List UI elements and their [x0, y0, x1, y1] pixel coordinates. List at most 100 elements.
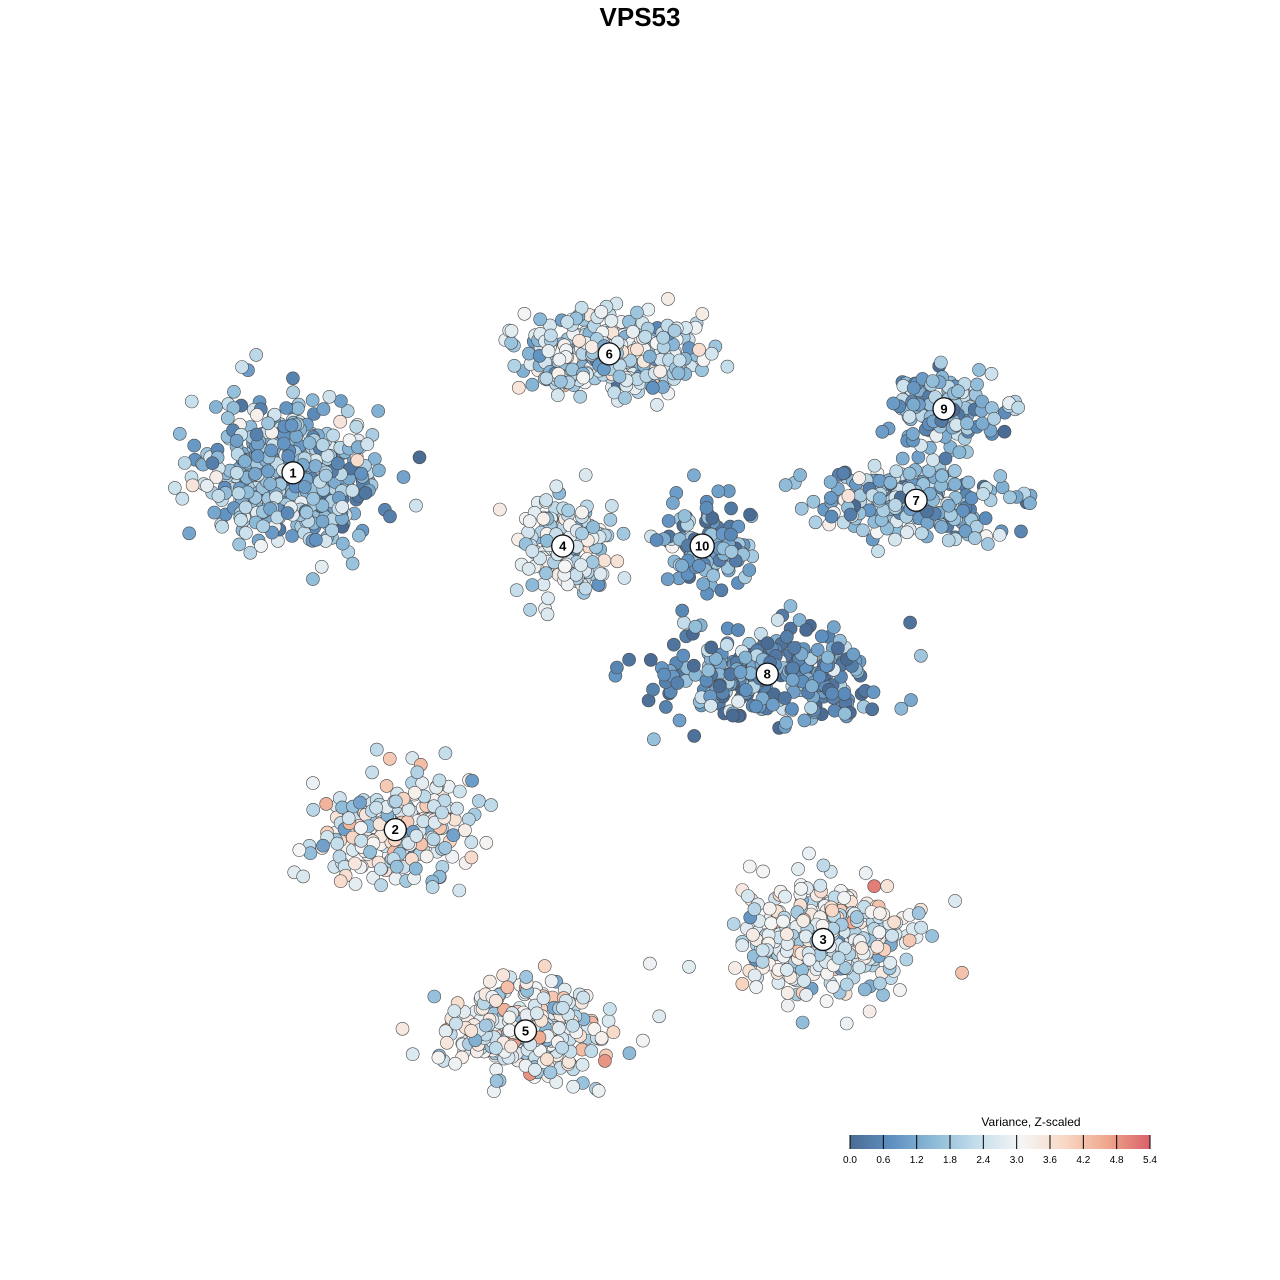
cell-point — [880, 879, 895, 893]
cluster-label-2: 2 — [383, 818, 407, 842]
cell-point — [584, 1044, 599, 1058]
cell-point — [823, 475, 838, 489]
cell-point — [951, 384, 965, 399]
cell-point — [306, 572, 320, 586]
cell-point — [871, 544, 885, 559]
cell-point — [521, 561, 536, 576]
cell-point — [696, 577, 711, 591]
cell-point — [566, 1079, 581, 1094]
cell-point — [714, 583, 729, 598]
cell-point — [701, 663, 716, 678]
cell-point — [543, 328, 558, 343]
cell-point — [230, 466, 244, 480]
cell-point — [598, 1054, 612, 1068]
cell-point — [602, 1002, 617, 1016]
cell-point — [854, 941, 869, 955]
cell-point — [286, 385, 300, 400]
legend-tick-label: 2.4 — [976, 1155, 990, 1166]
cell-point — [168, 481, 182, 495]
cell-point — [373, 862, 388, 876]
cell-point — [955, 965, 969, 980]
cell-point — [539, 371, 554, 386]
cell-point — [575, 526, 589, 541]
cell-point — [509, 583, 524, 598]
cell-point — [560, 315, 575, 329]
cell-point — [1014, 524, 1028, 539]
cell-point — [719, 638, 734, 652]
cluster-label-8: 8 — [755, 662, 779, 686]
cell-point — [838, 706, 852, 721]
cell-point — [408, 861, 423, 876]
cell-point — [365, 765, 379, 780]
cell-point — [221, 411, 235, 425]
cell-point — [354, 833, 369, 848]
cell-point — [239, 526, 253, 540]
cell-point — [742, 859, 757, 874]
cell-point — [502, 1010, 517, 1025]
cell-point — [576, 370, 591, 385]
cell-point — [482, 974, 497, 989]
cell-point — [425, 880, 440, 894]
cell-point — [464, 835, 479, 850]
legend-title: Variance, Z-scaled — [981, 1115, 1080, 1129]
cell-point — [539, 566, 553, 581]
cell-point — [650, 397, 664, 412]
cell-point — [395, 1022, 410, 1036]
cell-point — [865, 702, 880, 717]
cell-point — [555, 1040, 569, 1055]
cell-point — [279, 401, 294, 415]
cell-point — [941, 533, 956, 548]
cell-point — [405, 1047, 420, 1061]
cell-point — [941, 498, 956, 513]
cell-point — [561, 503, 576, 518]
cell-point — [825, 686, 839, 701]
cell-point — [686, 658, 701, 673]
cell-point — [616, 526, 631, 541]
cell-point — [755, 954, 770, 969]
cell-point — [935, 469, 949, 483]
cell-point — [528, 1063, 542, 1077]
cell-point — [496, 968, 511, 983]
cell-point — [735, 977, 750, 991]
cell-point — [780, 998, 795, 1013]
cell-point — [326, 428, 340, 443]
cell-point — [726, 708, 740, 723]
legend-tick-label: 5.4 — [1143, 1155, 1157, 1166]
cell-point — [645, 381, 660, 395]
cell-point — [610, 660, 624, 675]
cell-point — [261, 464, 275, 479]
cell-point — [536, 511, 551, 526]
cell-point — [872, 491, 887, 506]
cell-point — [675, 558, 689, 573]
cell-point — [711, 484, 726, 499]
cell-point — [875, 424, 890, 439]
cell-point — [325, 523, 339, 538]
cluster-label-text: 3 — [819, 932, 826, 947]
cell-point — [234, 513, 248, 527]
cell-point — [248, 467, 262, 481]
cell-point — [299, 505, 314, 520]
cell-point — [333, 874, 348, 889]
cell-point — [793, 468, 807, 482]
cell-point — [806, 494, 821, 509]
cell-point — [981, 537, 995, 551]
cell-point — [819, 994, 834, 1009]
cell-point — [523, 602, 537, 617]
cell-point — [825, 979, 840, 994]
cell-point — [692, 558, 706, 573]
cell-point — [643, 653, 658, 667]
cell-point — [585, 555, 600, 569]
cell-point — [426, 832, 441, 847]
cell-point — [261, 416, 275, 431]
cell-point — [925, 374, 940, 388]
cell-point — [799, 988, 814, 1002]
cell-point — [353, 795, 367, 810]
cell-point — [578, 581, 593, 596]
cell-point — [899, 952, 914, 967]
cell-point — [883, 955, 898, 970]
cell-point — [330, 836, 345, 851]
cell-point — [185, 478, 200, 493]
cell-point — [676, 648, 691, 663]
cell-point — [630, 342, 644, 357]
cell-point — [978, 511, 993, 526]
